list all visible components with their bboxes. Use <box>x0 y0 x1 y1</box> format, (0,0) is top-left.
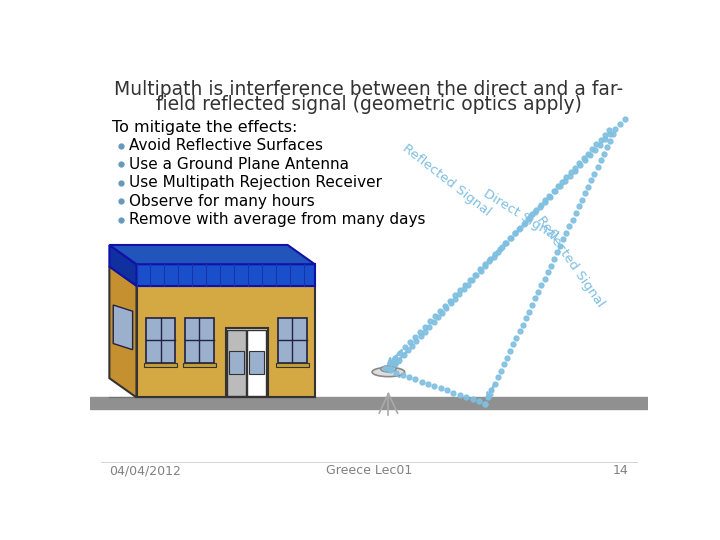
Text: Reflected Signal: Reflected Signal <box>400 142 493 219</box>
Bar <box>248 330 266 396</box>
Bar <box>90 397 648 409</box>
Text: To mitigate the effects:: To mitigate the effects: <box>112 120 297 136</box>
Text: Greece Lec01: Greece Lec01 <box>326 464 412 477</box>
Bar <box>137 264 315 286</box>
Bar <box>229 351 244 374</box>
Bar <box>184 318 214 363</box>
Text: Direct Signal: Direct Signal <box>480 187 559 243</box>
Bar <box>137 286 315 397</box>
Bar <box>183 363 215 367</box>
Polygon shape <box>109 267 137 397</box>
Ellipse shape <box>381 366 396 372</box>
Text: Observe for many hours: Observe for many hours <box>129 194 315 208</box>
Bar <box>276 363 309 367</box>
Text: 04/04/2012: 04/04/2012 <box>109 464 181 477</box>
Text: Use Multipath Rejection Receiver: Use Multipath Rejection Receiver <box>129 175 382 190</box>
Bar <box>228 330 246 396</box>
Bar <box>144 363 177 367</box>
Polygon shape <box>113 305 132 350</box>
Polygon shape <box>109 245 315 264</box>
Bar <box>145 318 175 363</box>
Text: Multipath is interference between the direct and a far-: Multipath is interference between the di… <box>114 80 624 99</box>
Text: Remove with average from many days: Remove with average from many days <box>129 212 426 227</box>
Polygon shape <box>109 245 137 286</box>
Bar <box>249 351 264 374</box>
Bar <box>225 328 269 397</box>
Text: Reflected Signal: Reflected Signal <box>534 213 607 309</box>
Bar <box>277 318 307 363</box>
Text: Avoid Reflective Surfaces: Avoid Reflective Surfaces <box>129 138 323 153</box>
Ellipse shape <box>372 367 405 377</box>
Text: field reflected signal (geometric optics apply): field reflected signal (geometric optics… <box>156 96 582 114</box>
Text: 14: 14 <box>613 464 629 477</box>
Text: Use a Ground Plane Antenna: Use a Ground Plane Antenna <box>129 157 348 172</box>
